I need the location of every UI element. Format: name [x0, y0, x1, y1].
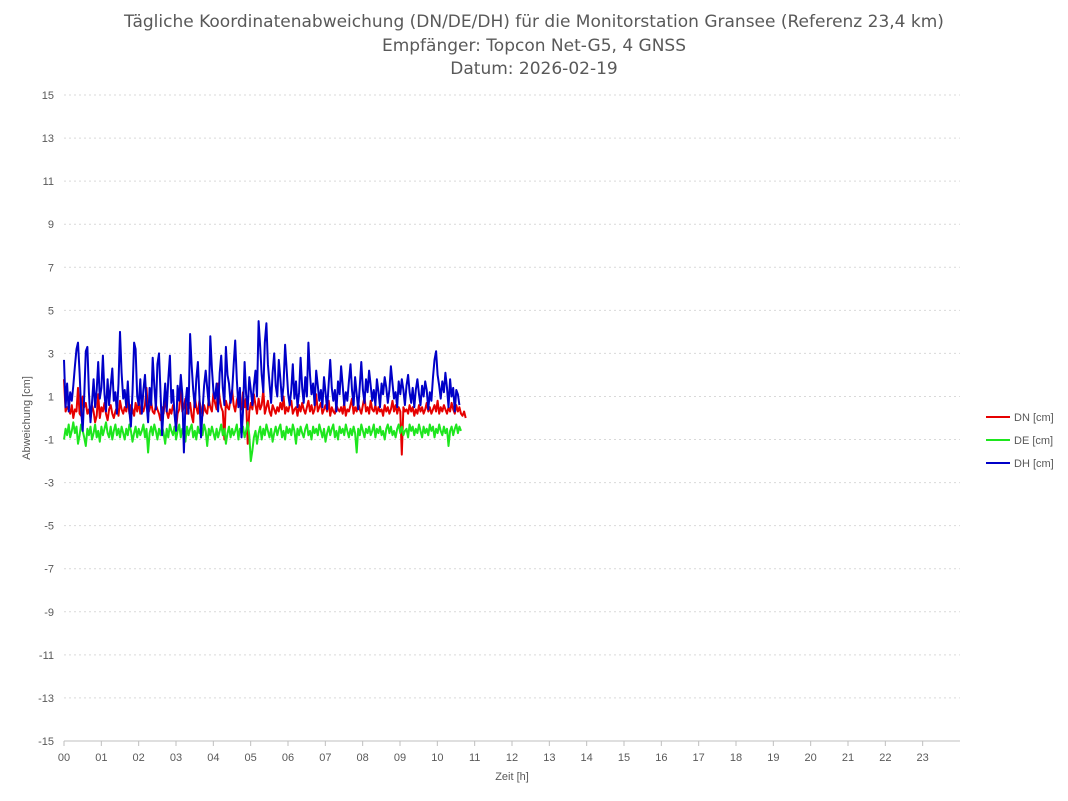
x-tick-label: 14 [581, 752, 593, 764]
x-tick-label: 20 [805, 752, 817, 764]
x-tick-label: 07 [319, 752, 331, 764]
y-tick-label: 13 [42, 133, 54, 145]
y-tick-label: -11 [39, 650, 54, 662]
y-tick-label: 9 [48, 219, 54, 231]
x-tick-label: 23 [917, 752, 929, 764]
legend-label: DN [cm] [1014, 412, 1054, 424]
series-line-dh [63, 320, 461, 454]
x-tick-label: 13 [543, 752, 555, 764]
x-axis-label: Zeit [h] [495, 771, 529, 783]
legend-label: DH [cm] [1014, 458, 1054, 470]
y-tick-label: -13 [38, 693, 54, 705]
y-tick-label: 1 [48, 391, 54, 403]
x-tick-label: 08 [357, 752, 369, 764]
x-tick-label: 21 [842, 752, 854, 764]
x-tick-label: 18 [730, 752, 742, 764]
y-tick-label: -7 [44, 564, 54, 576]
x-tick-label: 15 [618, 752, 630, 764]
x-tick-label: 01 [95, 752, 107, 764]
y-tick-label: 15 [42, 90, 54, 102]
chart-title-line-3: Datum: 2026-02-19 [450, 59, 618, 79]
y-axis-ticks: 15 13 11 9 7 5 3 1 -1 -3 -5 -7 -9 -11 -13 -15 [38, 90, 54, 748]
x-tick-label: 05 [245, 752, 257, 764]
x-tick-label: 09 [394, 752, 406, 764]
gridlines [64, 94, 960, 742]
y-tick-label: -9 [44, 607, 54, 619]
x-tick-label: 22 [879, 752, 891, 764]
y-tick-label: 3 [48, 348, 54, 360]
y-tick-label: 11 [43, 176, 54, 188]
y-tick-label: -1 [44, 435, 54, 447]
x-tick-label: 00 [58, 752, 70, 764]
legend-label: DE [cm] [1014, 435, 1053, 447]
legend: DN [cm] DE [cm] DH [cm] [986, 412, 1054, 470]
y-tick-label: -5 [44, 521, 54, 533]
x-tick-label: 16 [655, 752, 667, 764]
chart-title-line-2: Empfänger: Topcon Net-G5, 4 GNSS [381, 36, 687, 56]
y-tick-label: -3 [44, 478, 54, 490]
y-tick-label: 5 [48, 305, 54, 317]
y-tick-label: 7 [48, 262, 54, 274]
x-tick-label: 11 [469, 752, 480, 764]
y-tick-label: -15 [38, 736, 54, 748]
x-tick-label: 04 [207, 752, 219, 764]
x-axis-ticks: 00 01 02 03 04 05 06 07 08 09 10 11 12 13 14 15 16 17 18 19… [58, 741, 929, 764]
x-tick-label: 19 [767, 752, 779, 764]
series-lines [63, 320, 467, 463]
x-tick-label: 02 [133, 752, 145, 764]
series-line-de [63, 421, 462, 463]
chart-title-line-1: Tägliche Koordinatenabweichung (DN/DE/DH… [124, 12, 944, 32]
x-tick-label: 10 [431, 752, 443, 764]
x-tick-label: 12 [506, 752, 518, 764]
x-tick-label: 03 [170, 752, 182, 764]
x-tick-label: 17 [693, 752, 705, 764]
y-axis-label: Abweichung [cm] [21, 376, 33, 460]
x-tick-label: 06 [282, 752, 294, 764]
